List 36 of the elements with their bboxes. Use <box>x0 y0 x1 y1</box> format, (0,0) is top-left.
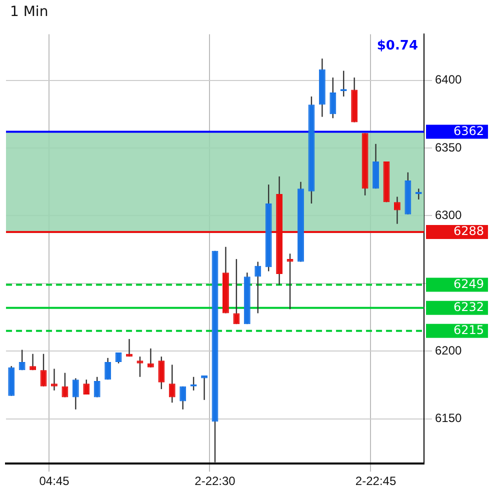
candlestick <box>62 372 68 398</box>
y-tick-label: 6200 <box>435 343 462 358</box>
candlestick <box>30 353 36 371</box>
candlestick <box>330 76 336 119</box>
x-tick-label: 2-22:30 <box>194 474 236 488</box>
candlestick <box>147 348 154 368</box>
candlestick <box>94 376 100 398</box>
candlestick <box>158 356 165 390</box>
x-tick-label: 2-22:45 <box>355 474 396 488</box>
candlestick <box>286 253 294 310</box>
ref-line-label: 6249 <box>453 276 484 291</box>
ref-line-label: 6232 <box>453 300 484 314</box>
candlestick <box>72 378 79 410</box>
candlestick <box>394 196 400 224</box>
y-tick-label: 6300 <box>435 208 462 222</box>
candlestick <box>51 368 58 392</box>
candlestick <box>180 386 186 410</box>
ref-line-label: 6288 <box>453 224 484 238</box>
y-tick-label: 6150 <box>435 411 462 426</box>
ref-line-label: 6215 <box>453 322 484 337</box>
candlestick <box>18 349 26 371</box>
ref-line-label: 6362 <box>453 124 484 138</box>
candlestick <box>168 364 176 404</box>
y-tick-label: 6350 <box>435 140 462 154</box>
chart-title: 1 Min <box>10 4 48 20</box>
candlestick <box>201 374 208 401</box>
candlestick <box>83 379 90 396</box>
candlestick <box>233 258 240 325</box>
candlestick <box>136 356 144 378</box>
candlestick <box>254 261 262 314</box>
candlestick <box>104 357 112 380</box>
candlestick <box>415 188 422 200</box>
candlestick <box>40 353 47 387</box>
x-tick-label: 04:45 <box>39 474 70 488</box>
y-tick-label: 6400 <box>435 72 462 87</box>
annotation: $0.74 <box>376 38 418 54</box>
